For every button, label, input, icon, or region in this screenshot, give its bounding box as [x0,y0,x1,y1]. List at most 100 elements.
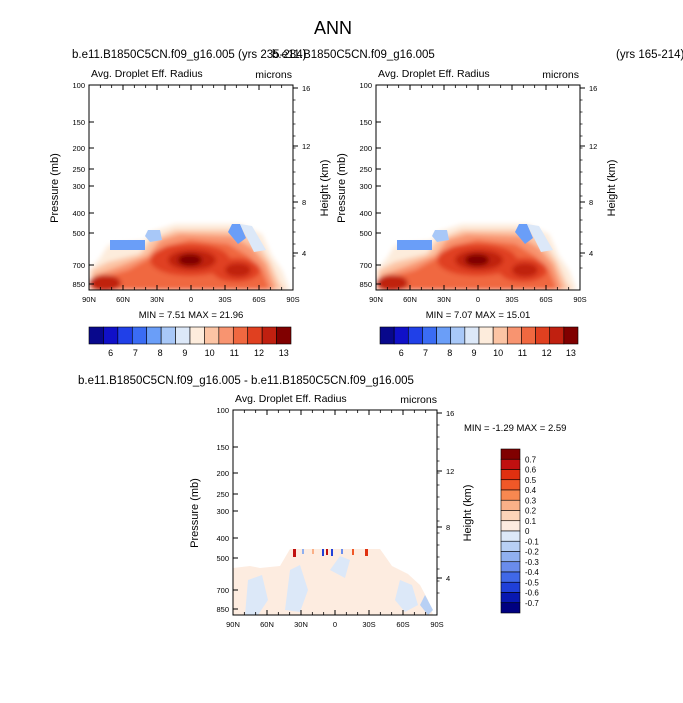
colorbar-swatch [500,530,521,542]
field-cold-3 [228,224,246,244]
x-tick-label: 0 [189,295,193,304]
panel-test-yticks: 100 150 200 250 300 400 500 700 850 [359,81,381,289]
height-tick-label: 16 [446,409,454,418]
colorbar-swatch [500,540,521,552]
panel-test-hticks: 16 12 8 4 [580,84,597,269]
x-tick-label: 60N [116,295,130,304]
colorbar-label: 8 [158,348,163,358]
case-years-right: (yrs 165-214) [616,49,683,61]
x-tick-label: 90N [82,295,96,304]
panel-test-units: microns [542,69,579,81]
field-cold-3 [515,224,533,244]
panel-diff-hticks: 16 12 8 4 [437,409,454,594]
height-tick-label: 12 [446,467,454,476]
diff-strip-6 [352,549,354,555]
colorbar-swatch [500,479,521,491]
panel-test-height-label: Height (km) [606,160,618,217]
panel-diff-ylabel: Pressure (mb) [189,478,201,548]
colorbar-label: -0.1 [525,537,539,546]
panel-diff-colorbar: 0.70.60.50.40.30.20.10-0.1-0.2-0.3-0.4-0… [500,448,539,614]
panel-diff: Avg. Droplet Eff. Radius microns 100 150 2… [189,393,566,629]
colorbar-swatch [204,326,220,345]
diff-strip-7 [365,549,368,556]
height-tick-label: 4 [446,574,450,583]
panel-control-ylabel: Pressure (mb) [49,153,61,223]
colorbar-swatch [232,326,249,345]
colorbar-label: 0.4 [525,486,537,495]
y-tick-label: 850 [72,280,85,289]
field-cold-2 [145,230,162,242]
colorbar-swatch [146,326,162,345]
panel-control-field [89,224,290,290]
y-tick-label: 850 [359,280,372,289]
colorbar-swatch [563,326,579,345]
field-cold-4 [240,224,266,252]
panel-test-colorbar: 6 7 8 9 10 11 12 13 [379,326,579,358]
x-tick-label: 60S [396,620,409,629]
colorbar-swatch [500,510,521,522]
colorbar-label: -0.5 [525,578,539,587]
colorbar-swatch [500,571,521,583]
x-tick-label: 60N [403,295,417,304]
colorbar-label: -0.3 [525,558,539,567]
panel-test-ylabel: Pressure (mb) [336,153,348,223]
y-tick-label: 700 [359,261,372,270]
y-tick-label: 400 [359,209,372,218]
colorbar-label: 10 [205,348,215,358]
diff-strip-9 [312,549,314,554]
x-tick-label: 30S [505,295,518,304]
diff-field-neg-2 [285,565,308,612]
panel-control-yticks: 100 150 200 250 300 400 500 700 850 [72,81,94,289]
case-label-right: b.e11.B1850C5CN.f09_g16.005 [272,49,435,61]
colorbar-swatch [103,326,119,345]
colorbar-label: 11 [230,348,239,358]
y-tick-label: 150 [216,443,229,452]
y-tick-label: 250 [216,490,229,499]
y-tick-label: 700 [72,261,85,270]
diff-field-base [233,549,433,615]
diff-field-neg-3 [395,580,418,612]
colorbar-swatch [276,326,292,345]
panel-control-units: microns [255,69,292,81]
colorbar-swatch [436,326,452,345]
y-tick-label: 100 [216,406,229,415]
colorbar-label: -0.2 [525,548,539,557]
colorbar-label: 9 [471,348,476,358]
x-tick-label: 90S [286,295,299,304]
diff-strip-8 [302,549,304,554]
panel-diff-units: microns [400,394,437,406]
field-core-5 [178,254,202,266]
y-tick-label: 200 [216,469,229,478]
panel-diff-field [233,549,433,615]
y-tick-label: 400 [72,209,85,218]
colorbar-label: 9 [182,348,187,358]
field-core-4 [225,263,251,277]
colorbar-swatch [407,326,423,345]
colorbar-swatch [500,489,521,501]
colorbar-label: 6 [108,348,113,358]
x-tick-label: 60S [539,295,552,304]
panel-control: Avg. Droplet Eff. Radius microns 1001502… [49,68,331,358]
height-tick-label: 16 [302,84,310,93]
colorbar-label: 0 [525,527,530,536]
panel-test-title: Avg. Droplet Eff. Radius [378,68,490,80]
x-tick-label: 90S [573,295,586,304]
x-tick-label: 90S [430,620,443,629]
colorbar-swatch [521,326,536,345]
colorbar-label: 7 [423,348,428,358]
colorbar-label: 13 [279,348,289,358]
y-tick-label: 500 [72,229,85,238]
panel-test-minmax: MIN = 7.07 MAX = 15.01 [426,310,531,321]
diff-field-neg-4 [330,556,350,578]
colorbar-label: 0.1 [525,517,537,526]
panel-diff-height-label: Height (km) [462,485,474,542]
colorbar-swatch [500,520,521,532]
x-tick-label: 90N [226,620,240,629]
diff-strip-2 [322,549,324,556]
colorbar-swatch [189,326,205,345]
y-tick-label: 250 [72,165,85,174]
diff-strip-5 [341,549,343,554]
x-tick-label: 0 [476,295,480,304]
colorbar-label: -0.7 [525,599,539,608]
